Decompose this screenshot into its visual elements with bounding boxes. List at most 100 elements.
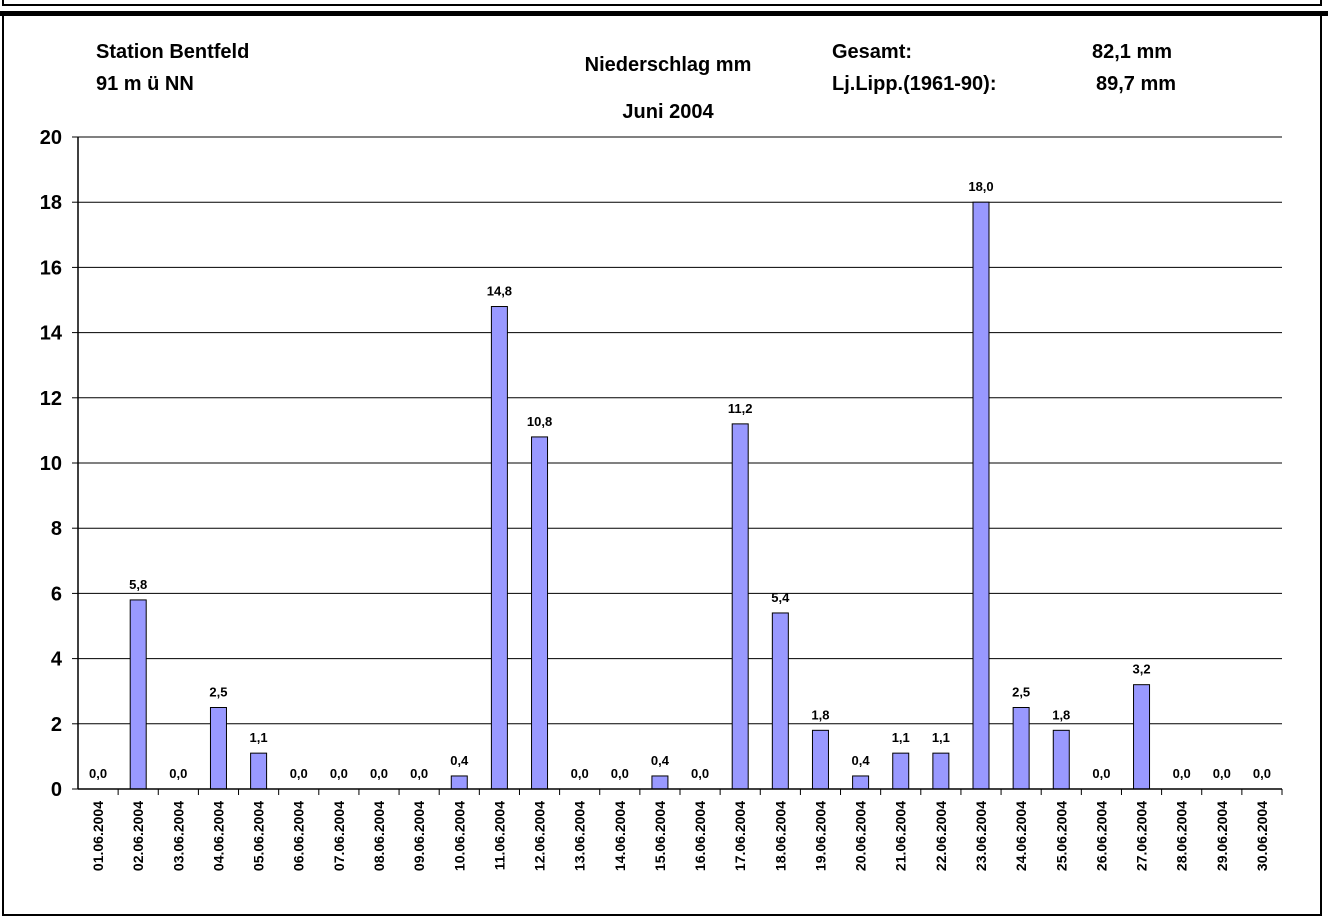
data-label: 0,0	[1253, 766, 1271, 781]
y-axis-ticks: 0 2 4 6 8 10 12 14 16 18 20	[40, 127, 78, 801]
bar	[651, 775, 669, 790]
y-tick-label: 2	[51, 714, 62, 736]
x-tick-label: 20.06.2004	[853, 801, 869, 871]
total-label: Gesamt:	[832, 41, 912, 63]
x-tick-label: 08.06.2004	[371, 801, 387, 871]
data-label: 5,8	[129, 577, 147, 592]
y-tick-label: 6	[51, 583, 62, 605]
frame-top-border	[2, 0, 1322, 6]
bar	[1133, 684, 1151, 790]
longterm-value: 89,7 mm	[1096, 73, 1176, 95]
x-tick-label: 02.06.2004	[130, 801, 146, 871]
x-tick-label: 28.06.2004	[1174, 801, 1190, 871]
x-tick-label: 23.06.2004	[973, 801, 989, 871]
chart-title: Niederschlag mm	[585, 54, 752, 76]
data-label: 1,8	[811, 707, 829, 722]
data-label: 0,0	[611, 766, 629, 781]
x-tick-label: 27.06.2004	[1134, 801, 1150, 871]
bar	[129, 599, 147, 790]
x-tick-label: 25.06.2004	[1053, 801, 1069, 871]
data-label: 1,1	[932, 730, 950, 745]
chart-period: Juni 2004	[622, 101, 714, 123]
x-tick-label: 19.06.2004	[812, 801, 828, 871]
data-label: 10,8	[527, 414, 552, 429]
data-label: 0,0	[1092, 766, 1110, 781]
x-tick-label: 21.06.2004	[893, 801, 909, 871]
bar	[731, 423, 749, 790]
data-label: 14,8	[487, 284, 512, 299]
y-tick-label: 10	[40, 453, 62, 475]
data-label: 18,0	[968, 179, 993, 194]
y-tick-label: 14	[40, 323, 63, 345]
y-tick-label: 18	[40, 192, 62, 214]
bar	[490, 306, 508, 790]
bar	[531, 436, 549, 790]
x-tick-label: 17.06.2004	[732, 801, 748, 871]
x-tick-label: 01.06.2004	[90, 801, 106, 871]
data-label: 0,0	[571, 766, 589, 781]
x-tick-label: 12.06.2004	[532, 801, 548, 871]
data-label: 0,0	[89, 766, 107, 781]
bar	[250, 752, 268, 790]
x-tick-label: 05.06.2004	[251, 801, 267, 871]
y-tick-label: 20	[40, 127, 62, 149]
data-label: 1,1	[892, 730, 910, 745]
x-tick-label: 07.06.2004	[331, 801, 347, 871]
bar	[209, 707, 227, 790]
bar	[932, 752, 950, 790]
data-label: 0,0	[370, 766, 388, 781]
bar	[1012, 707, 1030, 790]
data-label: 11,2	[728, 401, 753, 416]
gridlines	[78, 136, 1282, 725]
data-labels: 0,0 5,8 0,0 2,5 1,1 0,0 0,0 0,0 0,0 0,4 14,8 10,8 0,…	[89, 179, 1271, 781]
x-tick-label: 09.06.2004	[411, 801, 427, 871]
x-tick-label: 06.06.2004	[291, 801, 307, 871]
bar	[892, 752, 910, 790]
x-tick-label: 03.06.2004	[170, 801, 186, 871]
bar	[1052, 729, 1070, 790]
x-tick-label: 13.06.2004	[572, 801, 588, 871]
data-label: 5,4	[771, 590, 790, 605]
data-label: 0,0	[1173, 766, 1191, 781]
chart-frame	[2, 16, 1322, 916]
total-value: 82,1 mm	[1092, 41, 1172, 63]
data-label: 1,1	[250, 730, 268, 745]
data-label: 0,4	[651, 753, 670, 768]
y-tick-label: 12	[40, 388, 62, 410]
x-tick-label: 26.06.2004	[1093, 801, 1109, 871]
bars	[129, 201, 1151, 790]
x-tick-label: 14.06.2004	[612, 801, 628, 871]
x-tick-label: 18.06.2004	[772, 801, 788, 871]
x-tick-label: 10.06.2004	[451, 801, 467, 871]
x-tick-label: 04.06.2004	[210, 801, 226, 871]
data-label: 2,5	[209, 685, 227, 700]
bar	[972, 201, 990, 790]
bar	[771, 612, 789, 790]
frame-separator-bar	[0, 11, 1328, 16]
data-label: 1,8	[1052, 707, 1070, 722]
station-elevation: 91 m ü NN	[96, 73, 194, 95]
x-tick-label: 24.06.2004	[1013, 801, 1029, 871]
bar	[450, 775, 468, 790]
bar	[811, 729, 829, 790]
data-label: 0,0	[169, 766, 187, 781]
data-label: 0,4	[852, 753, 871, 768]
data-label: 3,2	[1132, 662, 1150, 677]
x-tick-label: 30.06.2004	[1254, 801, 1270, 871]
x-tick-label: 22.06.2004	[933, 801, 949, 871]
x-tick-label: 15.06.2004	[652, 801, 668, 871]
longterm-label: Lj.Lipp.(1961-90):	[832, 73, 996, 95]
x-tick-label: 29.06.2004	[1214, 801, 1230, 871]
data-label: 0,4	[450, 753, 469, 768]
data-label: 0,0	[330, 766, 348, 781]
data-label: 0,0	[691, 766, 709, 781]
data-label: 0,0	[1213, 766, 1231, 781]
bar	[852, 775, 870, 790]
y-tick-label: 0	[51, 779, 62, 801]
y-tick-label: 4	[51, 649, 63, 671]
x-axis-ticks: 01.06.2004 02.06.2004 03.06.2004 04.06.2004…	[90, 789, 1283, 871]
x-tick-label: 11.06.2004	[491, 801, 507, 871]
data-label: 0,0	[410, 766, 428, 781]
data-label: 2,5	[1012, 685, 1030, 700]
